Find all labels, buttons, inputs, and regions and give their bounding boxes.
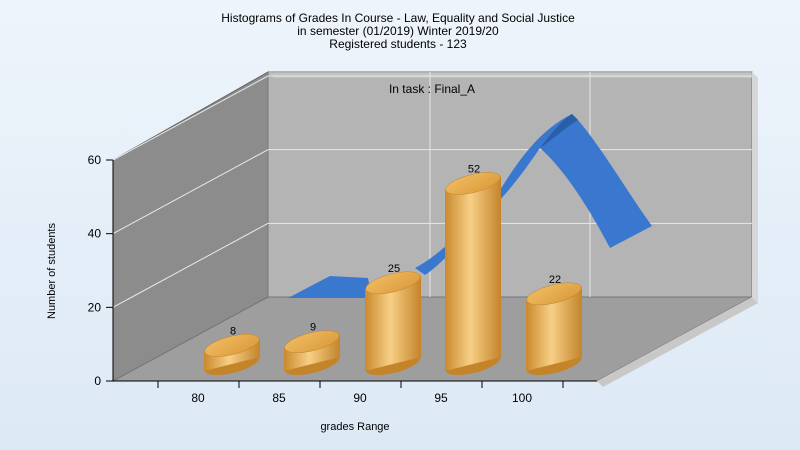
bar-value-label: 9 (310, 322, 316, 334)
distribution-curve (288, 276, 372, 298)
x-axis: 80 85 90 95 100 (157, 381, 564, 405)
y-tick-label: 40 (88, 227, 102, 241)
bar-body (526, 286, 582, 371)
x-tick-label: 95 (434, 391, 448, 405)
bar: 22 (526, 274, 582, 376)
y-axis-title: Number of students (46, 223, 58, 319)
bars: 8 9 25 52 22 (204, 163, 582, 376)
grid-line-side (112, 149, 269, 235)
back-wall-edge (752, 72, 758, 303)
chart-title-line-3: Registered students - 123 (329, 37, 467, 51)
bar-body (445, 176, 501, 371)
x-tick-label: 100 (512, 391, 532, 405)
floor-edge (597, 297, 758, 387)
grid-line-side (112, 75, 269, 161)
distribution-curve-shade (540, 114, 578, 148)
bar-cap (445, 172, 501, 195)
grid-line-side (112, 222, 269, 308)
bar-cap (204, 334, 260, 357)
y-tick-label: 20 (88, 300, 102, 314)
y-axis: 0 20 40 60 (88, 153, 113, 388)
bar-cap (526, 282, 582, 306)
bar: 52 (445, 163, 501, 376)
task-annotation: In task : Final_A (389, 82, 475, 96)
x-axis-title: grades Range (320, 421, 389, 433)
bar: 8 (204, 325, 260, 376)
x-tick-label: 90 (353, 391, 367, 405)
bar: 25 (365, 263, 421, 376)
bar-value-label: 52 (468, 163, 480, 175)
y-tick-label: 60 (88, 153, 102, 167)
bar-value-label: 25 (388, 263, 400, 275)
bar-cap (284, 330, 340, 353)
bar-body (365, 275, 421, 371)
bar-value-label: 8 (230, 325, 236, 337)
y-tick-label: 0 (94, 374, 101, 388)
bar-cap (365, 271, 421, 295)
x-tick-label: 80 (191, 391, 205, 405)
distribution-curve-rise (415, 114, 652, 275)
bar: 9 (284, 322, 340, 376)
chart-title-line-2: in semester (01/2019) Winter 2019/20 (297, 24, 499, 38)
wall-depth-top (268, 72, 758, 78)
x-tick-label: 85 (272, 391, 286, 405)
chart-title-line-1: Histograms of Grades In Course - Law, Eq… (221, 11, 575, 25)
bar-value-label: 22 (549, 274, 561, 286)
